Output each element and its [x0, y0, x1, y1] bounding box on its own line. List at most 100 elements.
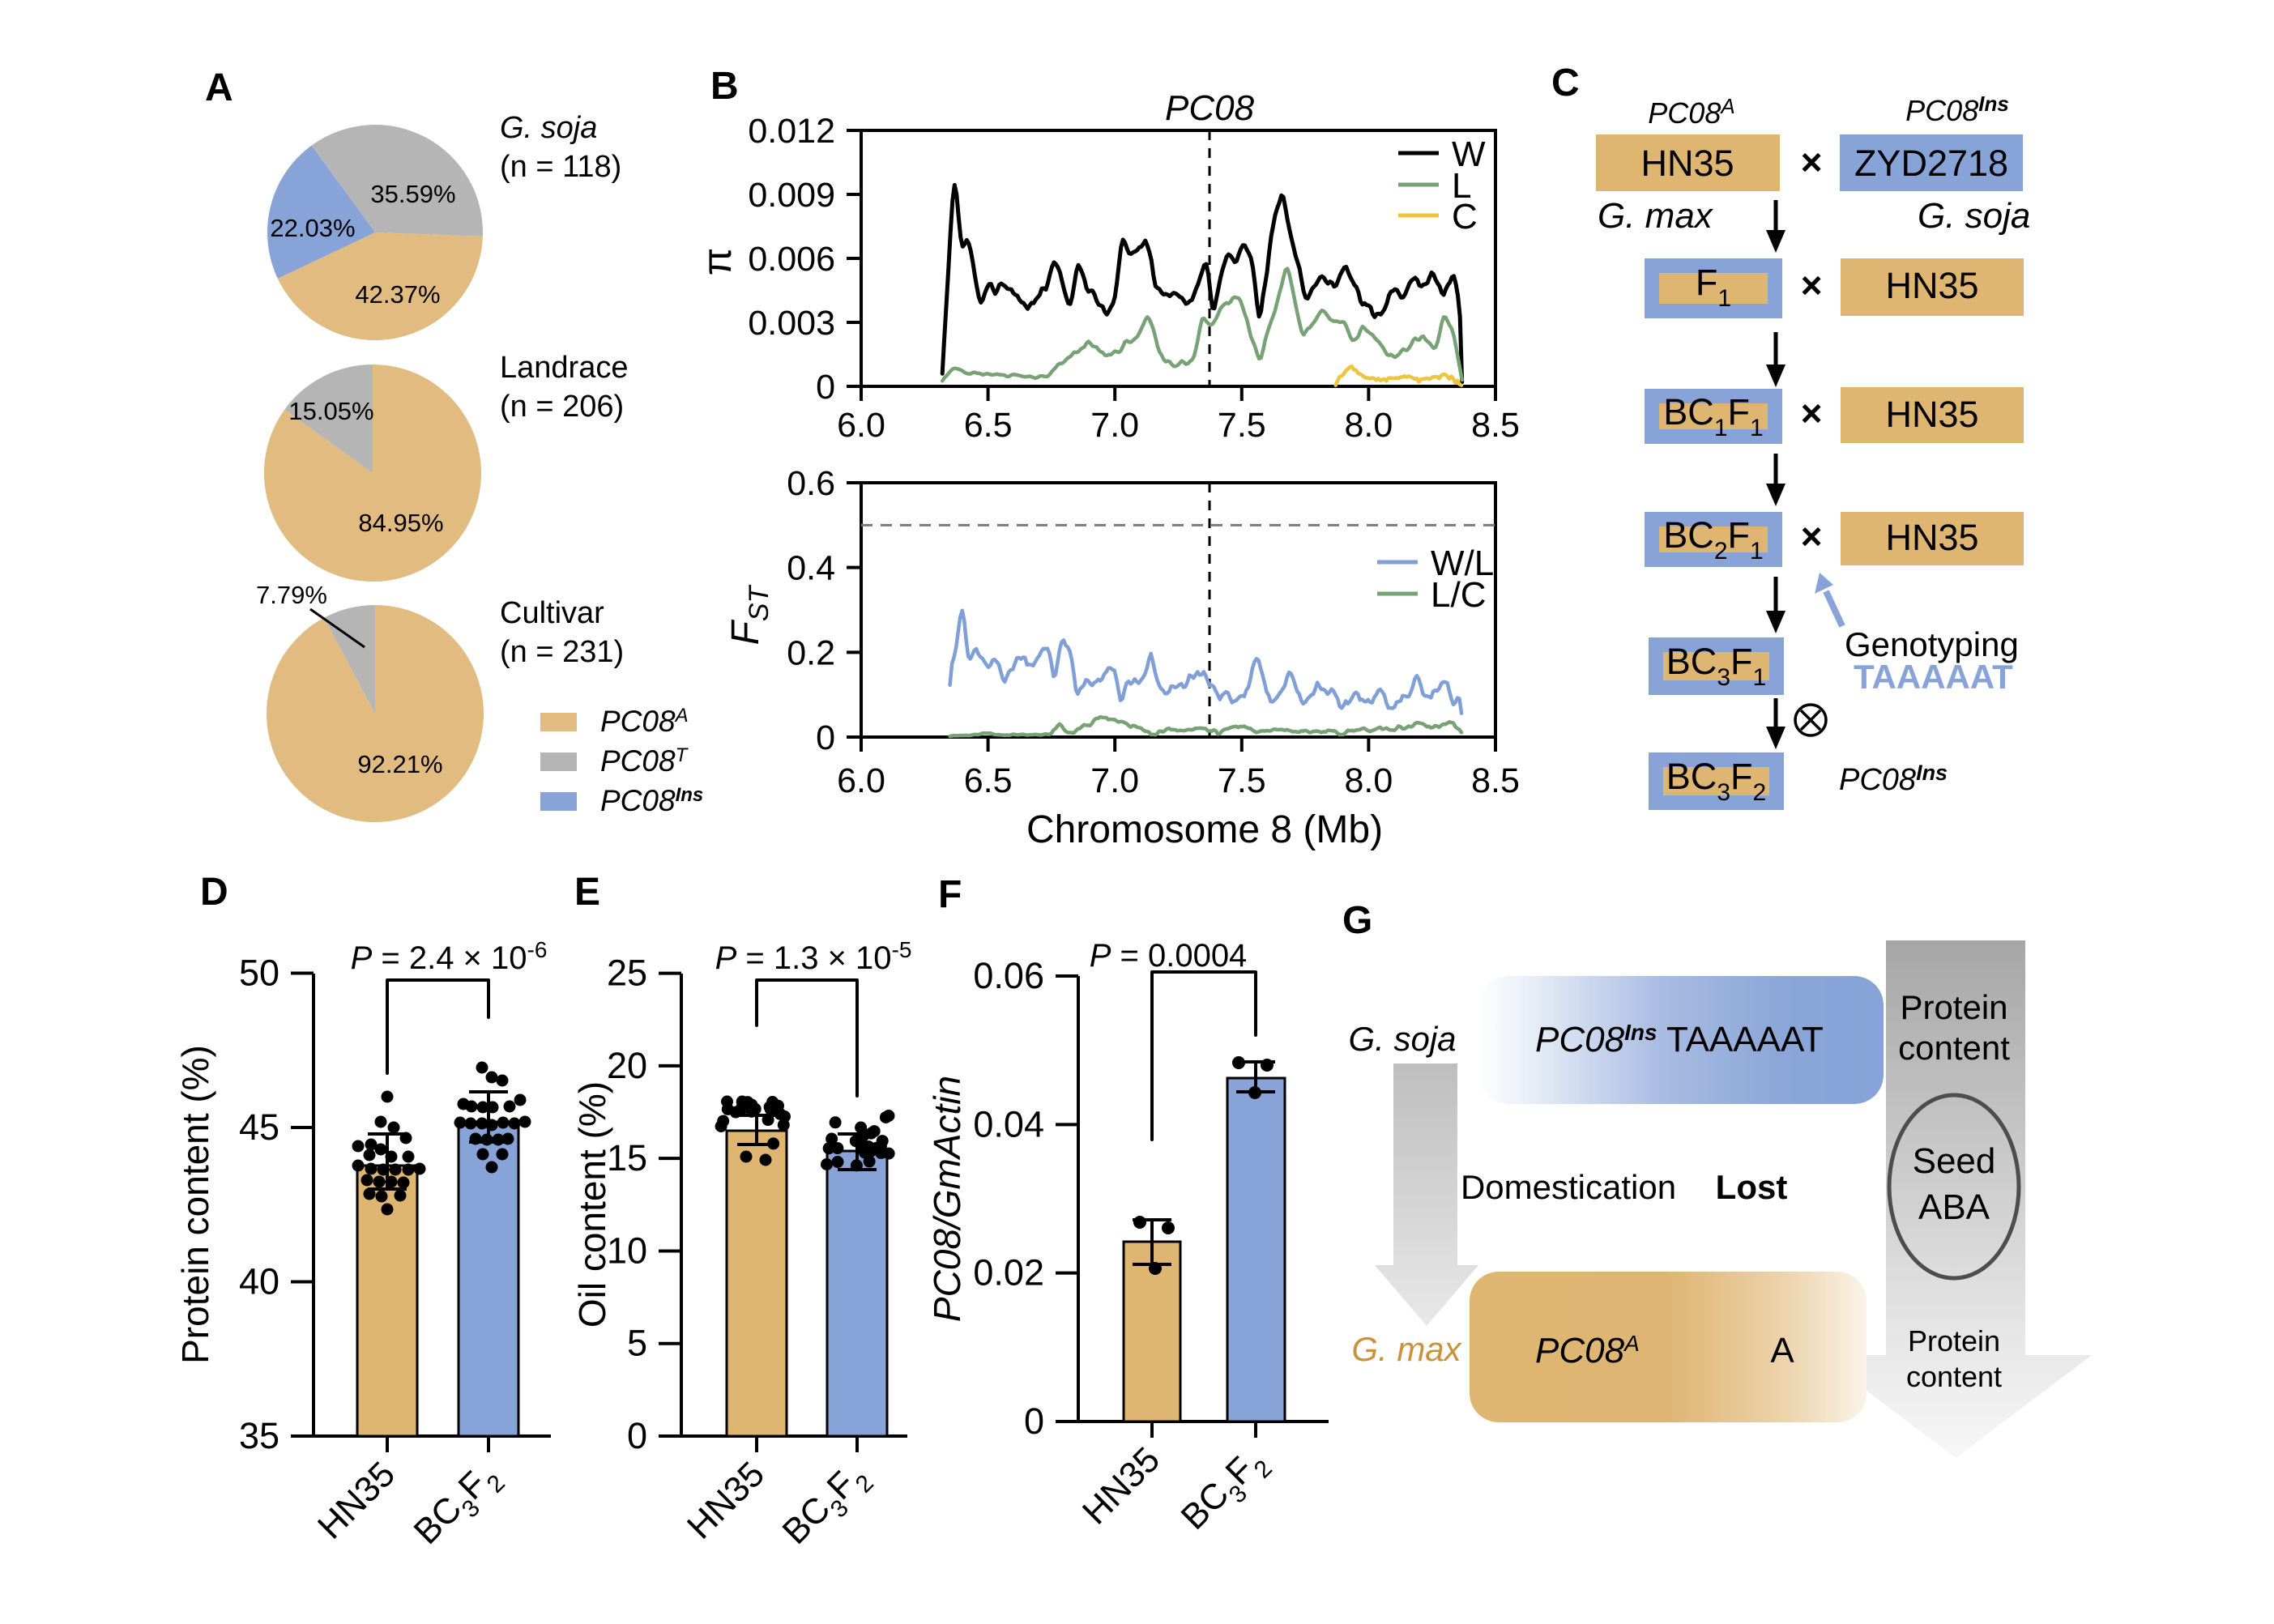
- svg-text:L/C: L/C: [1431, 575, 1486, 615]
- svg-text:7.79%: 7.79%: [256, 581, 327, 609]
- svg-text:8.5: 8.5: [1471, 761, 1520, 800]
- svg-text:PC08Ins: PC08Ins: [1839, 761, 1948, 797]
- svg-text:8.5: 8.5: [1471, 406, 1520, 445]
- svg-text:0.6: 0.6: [787, 464, 835, 503]
- svg-text:HN35: HN35: [1885, 394, 1978, 435]
- svg-text:Cultivar: Cultivar: [500, 596, 604, 630]
- svg-text:0.006: 0.006: [748, 240, 835, 279]
- svg-text:A: A: [1770, 1331, 1794, 1370]
- svg-text:22.03%: 22.03%: [270, 214, 355, 242]
- svg-text:8.0: 8.0: [1345, 761, 1393, 800]
- svg-text:8.0: 8.0: [1345, 406, 1393, 445]
- svg-text:0.04: 0.04: [973, 1103, 1044, 1144]
- svg-text:Seed: Seed: [1913, 1141, 1996, 1181]
- svg-text:G. soja: G. soja: [1348, 1020, 1456, 1058]
- svg-text:92.21%: 92.21%: [357, 750, 442, 778]
- svg-text:(n = 206): (n = 206): [500, 390, 624, 424]
- svg-text:35.59%: 35.59%: [370, 180, 455, 208]
- svg-text:0.4: 0.4: [787, 549, 835, 588]
- svg-text:15: 15: [607, 1137, 647, 1179]
- svg-text:0: 0: [816, 718, 835, 757]
- svg-text:0.003: 0.003: [748, 304, 835, 343]
- svg-text:C: C: [1551, 62, 1580, 104]
- svg-text:6.0: 6.0: [837, 406, 885, 445]
- svg-text:G. max: G. max: [1351, 1330, 1462, 1368]
- svg-text:Protein: Protein: [1908, 1324, 2000, 1358]
- svg-text:P = 0.0004: P = 0.0004: [1090, 938, 1248, 974]
- svg-text:Oil content (%): Oil content (%): [571, 1081, 613, 1328]
- svg-text:G: G: [1342, 899, 1372, 942]
- svg-text:G. soja: G. soja: [1918, 196, 2030, 236]
- svg-text:G. max: G. max: [1598, 196, 1714, 236]
- svg-text:PC08: PC08: [1165, 88, 1255, 128]
- svg-text:C: C: [1452, 197, 1478, 237]
- svg-text:E: E: [574, 871, 600, 914]
- svg-text:×: ×: [1801, 515, 1823, 557]
- svg-text:PC08A: PC08A: [1648, 94, 1734, 130]
- svg-text:π: π: [694, 248, 740, 276]
- svg-text:(n = 118): (n = 118): [500, 150, 621, 184]
- svg-text:42.37%: 42.37%: [355, 280, 440, 309]
- svg-text:B: B: [710, 65, 739, 108]
- svg-text:L: L: [1452, 166, 1471, 206]
- svg-text:Protein content (%): Protein content (%): [174, 1045, 216, 1364]
- svg-text:×: ×: [1801, 392, 1823, 434]
- svg-text:PC08A: PC08A: [1535, 1331, 1640, 1370]
- svg-text:15.05%: 15.05%: [288, 397, 373, 425]
- svg-text:×: ×: [1801, 264, 1823, 306]
- svg-text:40: 40: [239, 1261, 279, 1302]
- svg-text:Genotyping: Genotyping: [1845, 625, 2019, 663]
- svg-text:×: ×: [1801, 141, 1823, 183]
- svg-text:84.95%: 84.95%: [358, 509, 443, 537]
- svg-text:5: 5: [627, 1323, 647, 1364]
- svg-text:PC08Ins: PC08Ins: [1905, 92, 2009, 127]
- svg-text:0.2: 0.2: [787, 633, 835, 672]
- svg-text:0.02: 0.02: [973, 1252, 1044, 1294]
- svg-text:ZYD2718: ZYD2718: [1854, 143, 2008, 184]
- svg-text:0.012: 0.012: [748, 112, 835, 151]
- svg-text:content: content: [1898, 1029, 2010, 1067]
- svg-text:0.06: 0.06: [973, 955, 1044, 996]
- svg-text:50: 50: [239, 953, 279, 994]
- svg-text:PC08/GmActin: PC08/GmActin: [926, 1076, 968, 1322]
- svg-text:FST: FST: [724, 584, 774, 645]
- svg-text:W/L: W/L: [1431, 543, 1494, 583]
- svg-text:Landrace: Landrace: [500, 351, 628, 385]
- svg-text:A: A: [205, 66, 233, 109]
- svg-text:HN35: HN35: [1885, 265, 1978, 306]
- svg-text:F: F: [938, 873, 962, 916]
- svg-text:6.5: 6.5: [964, 761, 1013, 800]
- svg-text:content: content: [1906, 1360, 2002, 1393]
- svg-text:6.0: 6.0: [837, 761, 885, 800]
- svg-text:G. soja: G. soja: [500, 111, 597, 145]
- svg-text:P = 2.4 × 10-6: P = 2.4 × 10-6: [351, 937, 548, 976]
- svg-text:TAAAAAT: TAAAAAT: [1854, 658, 2013, 696]
- svg-text:Protein: Protein: [1900, 988, 2007, 1026]
- svg-text:0: 0: [627, 1415, 647, 1456]
- svg-text:PC08Ins: PC08Ins: [600, 784, 703, 817]
- svg-text:10: 10: [607, 1230, 647, 1271]
- svg-text:7.5: 7.5: [1218, 406, 1266, 445]
- svg-text:7.0: 7.0: [1090, 761, 1139, 800]
- svg-text:HN35: HN35: [1640, 143, 1734, 184]
- svg-text:45: 45: [239, 1106, 279, 1148]
- svg-text:PC08Ins TAAAAAT: PC08Ins TAAAAAT: [1535, 1020, 1824, 1059]
- svg-text:0: 0: [816, 368, 835, 407]
- svg-text:20: 20: [607, 1045, 647, 1086]
- svg-text:P = 1.3 × 10-5: P = 1.3 × 10-5: [715, 937, 912, 976]
- svg-text:Lost: Lost: [1716, 1168, 1788, 1206]
- svg-text:6.5: 6.5: [964, 406, 1013, 445]
- svg-text:(n = 231): (n = 231): [500, 635, 624, 669]
- svg-text:Domestication: Domestication: [1461, 1168, 1676, 1206]
- svg-text:PC08A: PC08A: [600, 705, 689, 738]
- svg-text:PC08T: PC08T: [600, 744, 689, 778]
- svg-text:25: 25: [607, 953, 647, 994]
- svg-text:7.0: 7.0: [1090, 406, 1139, 445]
- svg-text:7.5: 7.5: [1218, 761, 1266, 800]
- svg-text:W: W: [1452, 134, 1486, 174]
- svg-text:D: D: [200, 871, 228, 914]
- svg-text:Chromosome 8 (Mb): Chromosome 8 (Mb): [1026, 808, 1383, 851]
- svg-text:HN35: HN35: [1885, 517, 1978, 558]
- svg-text:0.009: 0.009: [748, 176, 835, 215]
- svg-text:0: 0: [1024, 1400, 1044, 1442]
